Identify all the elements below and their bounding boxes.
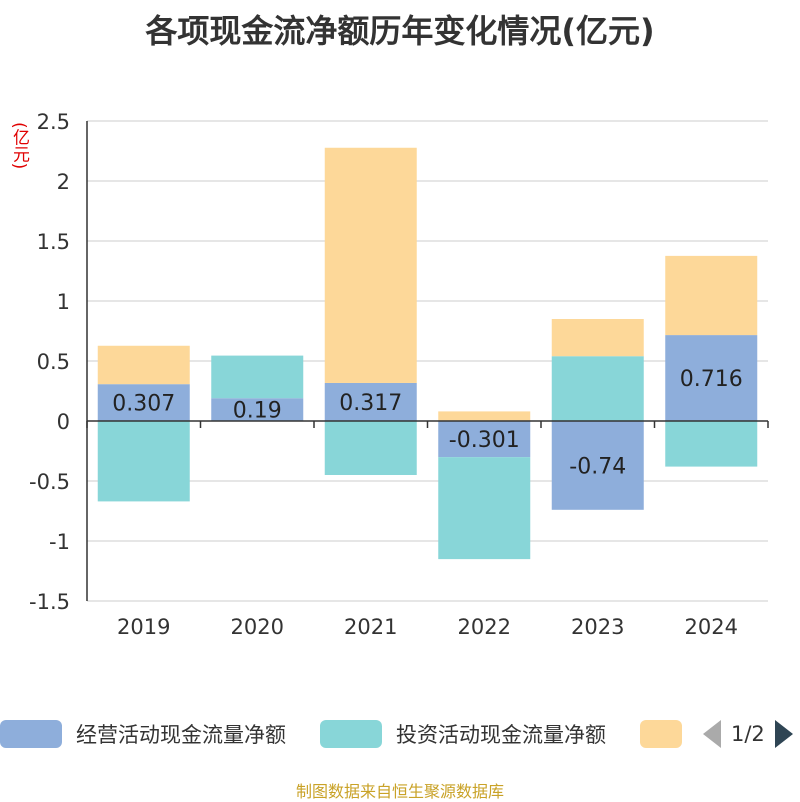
y-tick-label: 2: [57, 170, 70, 194]
legend: 经营活动现金流量净额 投资活动现金流量净额 1/2: [0, 716, 800, 756]
data-label: 0.307: [112, 392, 175, 417]
bar-s0-2023: [551, 421, 644, 510]
data-label: 0.19: [233, 399, 282, 424]
legend-page-indicator: 1/2: [731, 722, 765, 746]
y-tick-label: -1.5: [29, 590, 70, 614]
x-tick-label: 2019: [117, 615, 170, 639]
bar-s1-2024: [665, 421, 758, 467]
y-tick-label: 1: [57, 290, 70, 314]
bar-s1-2022: [438, 457, 531, 560]
data-label: 0.716: [680, 367, 743, 392]
bar-s0-2022: [438, 421, 531, 458]
bar-s1-2023: [551, 356, 644, 421]
bar-s2-2021: [324, 147, 417, 383]
x-tick-label: 2022: [458, 615, 511, 639]
legend-swatch-operating: [0, 720, 62, 748]
data-label: -0.301: [449, 428, 520, 453]
legend-pager: 1/2: [703, 716, 793, 752]
bar-s2-2024: [665, 255, 758, 336]
bar-s0-2020: [211, 398, 304, 421]
bar-s0-2021: [324, 382, 417, 421]
legend-swatch-investing: [320, 720, 382, 748]
y-axis-unit-label: (亿元): [9, 122, 29, 170]
x-tick-label: 2020: [231, 615, 284, 639]
bar-s1-2019: [97, 421, 190, 502]
x-tick-label: 2021: [344, 615, 397, 639]
bar-s2-2019: [97, 345, 190, 385]
y-tick-label: 0.5: [37, 350, 70, 374]
legend-item-investing[interactable]: 投资活动现金流量净额: [320, 716, 606, 752]
y-tick-label: 0: [57, 410, 70, 434]
chart-area: 2.5 2 1.5 1 0.5 0 -0.5 -1 -1.5 0.307 0.19 0.317 -0.3…: [29, 110, 769, 639]
bar-s1-2021: [324, 421, 417, 475]
data-label: -0.74: [569, 454, 626, 479]
data-label: 0.317: [339, 391, 402, 416]
y-tick-label: -1: [49, 530, 70, 554]
legend-label-investing: 投资活动现金流量净额: [396, 723, 606, 747]
chevron-left-icon[interactable]: [703, 720, 721, 748]
bar-s2-2023: [551, 319, 644, 357]
bar-s0-2019: [97, 384, 190, 421]
bar-s1-2020: [211, 355, 304, 399]
chart-title: 各项现金流净额历年变化情况(亿元): [145, 12, 655, 50]
y-tick-label: -0.5: [29, 470, 70, 494]
data-source-note: 制图数据来自恒生聚源数据库: [295, 782, 504, 801]
bar-s2-2022: [438, 411, 531, 421]
x-tick-label: 2023: [571, 615, 624, 639]
y-tick-label: 2.5: [37, 110, 70, 134]
legend-swatch-financing: [640, 720, 682, 748]
bar-s0-2024: [665, 335, 758, 421]
x-tick-label: 2024: [685, 615, 738, 639]
chevron-right-icon[interactable]: [774, 720, 793, 748]
y-tick-label: 1.5: [37, 230, 70, 254]
legend-item-operating[interactable]: 经营活动现金流量净额: [0, 716, 286, 752]
legend-item-financing[interactable]: [640, 716, 696, 752]
legend-label-operating: 经营活动现金流量净额: [76, 723, 286, 747]
